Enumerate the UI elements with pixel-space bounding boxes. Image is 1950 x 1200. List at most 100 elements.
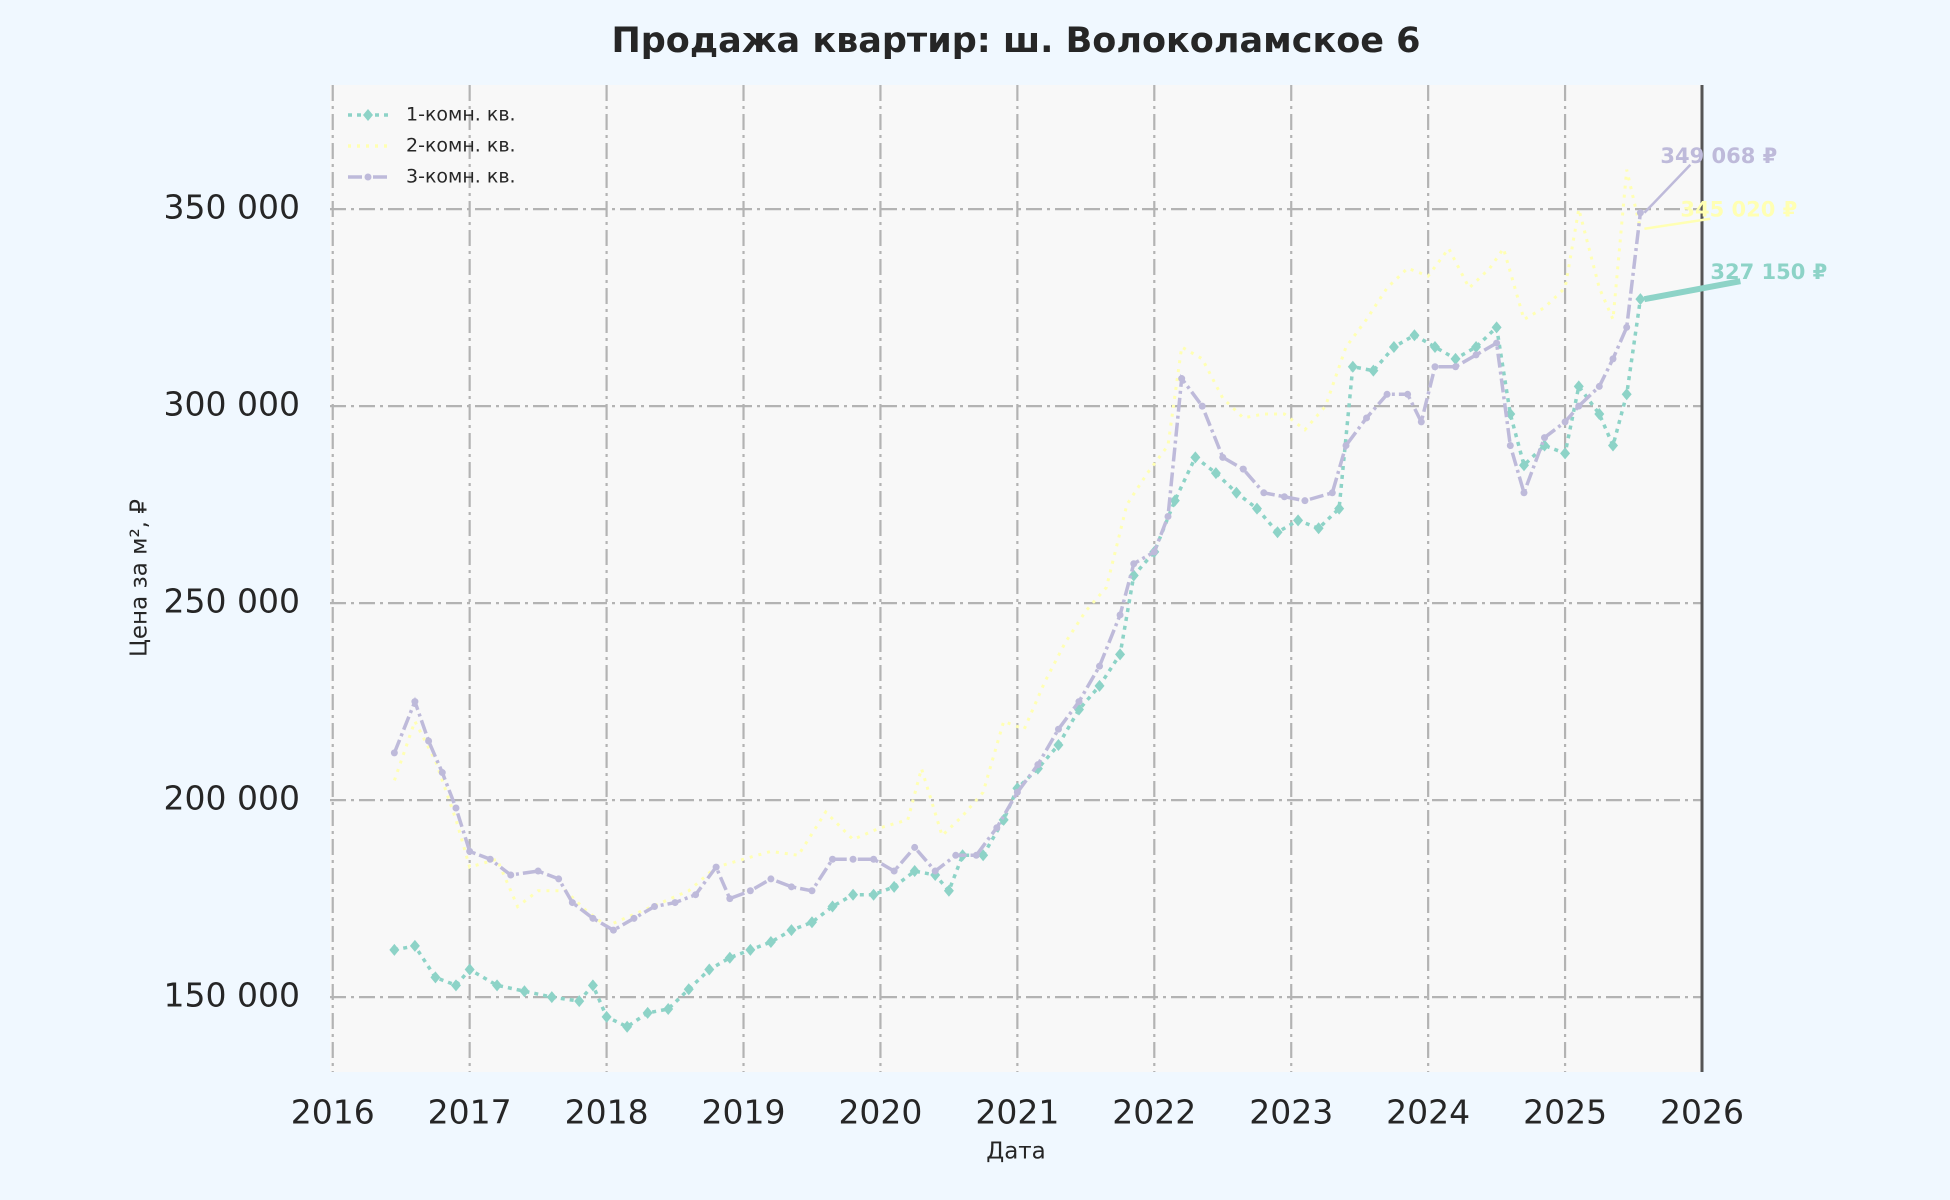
marker [1342, 442, 1350, 450]
annotation-arrow [1644, 217, 1711, 230]
marker [786, 924, 797, 937]
marker [1623, 323, 1631, 331]
marker [519, 985, 530, 998]
marker [1560, 447, 1571, 460]
marker [622, 1020, 633, 1033]
marker [1621, 388, 1632, 401]
marker [466, 847, 474, 855]
marker [1334, 502, 1345, 515]
marker [546, 991, 557, 1004]
marker [1491, 321, 1502, 334]
marker [642, 1006, 653, 1019]
marker [1094, 679, 1105, 692]
marker [848, 888, 859, 901]
x-tick-label: 2021 [975, 1093, 1059, 1132]
marker [1328, 489, 1336, 497]
series-line [394, 298, 1643, 1029]
marker [1383, 390, 1391, 398]
marker [1575, 402, 1583, 410]
marker [363, 109, 373, 121]
marker [808, 887, 816, 895]
marker [806, 916, 817, 929]
marker [651, 903, 659, 911]
marker [911, 843, 919, 851]
marker [889, 880, 900, 893]
marker [1164, 512, 1172, 520]
marker [1169, 494, 1180, 507]
marker [1280, 493, 1288, 501]
y-tick-label: 250 000 [164, 582, 300, 621]
marker [931, 867, 939, 875]
marker [1635, 293, 1646, 306]
marker [1301, 497, 1309, 505]
marker [555, 875, 563, 883]
marker [692, 891, 700, 899]
marker [829, 855, 837, 863]
marker [589, 914, 597, 922]
marker [1431, 363, 1439, 371]
marker [630, 914, 638, 922]
marker [430, 971, 441, 984]
marker [745, 943, 756, 956]
marker [724, 951, 735, 964]
marker [1520, 489, 1528, 497]
marker [1541, 434, 1549, 442]
marker [1636, 209, 1644, 217]
series-lines [389, 169, 1646, 1033]
marker [1368, 364, 1379, 377]
marker [1417, 418, 1425, 426]
marker [1506, 442, 1514, 450]
marker [663, 1002, 674, 1015]
marker [1054, 725, 1062, 733]
marker [1130, 560, 1138, 568]
marker [1219, 453, 1227, 461]
marker [1034, 761, 1042, 769]
marker [1178, 375, 1186, 383]
marker [972, 851, 980, 859]
marker [704, 963, 715, 976]
marker [1096, 662, 1104, 670]
marker [909, 865, 920, 878]
annotation: 327 150 ₽ [1710, 260, 1827, 284]
annotation-arrow [1643, 163, 1692, 214]
marker [568, 899, 576, 907]
marker [952, 851, 960, 859]
y-tick-label: 300 000 [164, 385, 300, 424]
marker [849, 855, 857, 863]
marker [450, 979, 461, 992]
marker [486, 855, 494, 863]
x-tick-label: 2025 [1523, 1093, 1607, 1132]
marker [1293, 514, 1304, 527]
marker [587, 979, 598, 992]
marker [425, 737, 433, 745]
x-tick-label: 2022 [1112, 1093, 1196, 1132]
marker [1075, 698, 1083, 706]
marker [507, 871, 515, 879]
x-tick-label: 2016 [291, 1093, 375, 1132]
marker [767, 875, 775, 883]
x-tick-label: 2023 [1249, 1093, 1333, 1132]
marker [868, 888, 879, 901]
marker [1471, 341, 1482, 354]
marker [787, 883, 795, 891]
marker [870, 855, 878, 863]
marker [1505, 408, 1516, 420]
marker [1452, 363, 1460, 371]
marker [1231, 486, 1242, 499]
marker [609, 926, 617, 934]
marker [1210, 467, 1221, 480]
marker [1260, 489, 1268, 497]
y-tick-label: 150 000 [164, 976, 300, 1015]
marker [1595, 382, 1603, 390]
marker [452, 804, 460, 812]
marker [943, 884, 954, 897]
marker [746, 887, 754, 895]
marker [1609, 355, 1617, 363]
marker [1313, 522, 1324, 535]
annotations: 327 150 ₽ 345 020 ₽ 349 068 ₽ [1643, 144, 1827, 303]
marker [1472, 351, 1480, 359]
marker [601, 1010, 612, 1023]
x-tick-label: 2017 [428, 1093, 512, 1132]
marker [1388, 341, 1399, 354]
